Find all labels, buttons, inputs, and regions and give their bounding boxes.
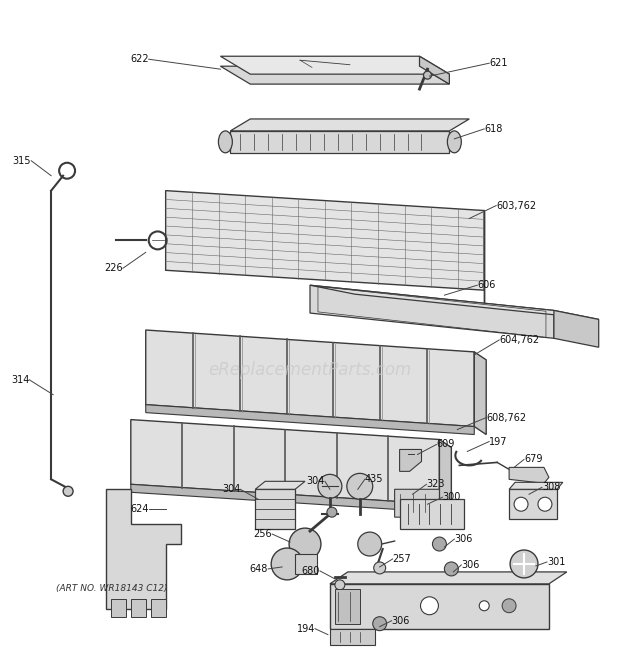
Circle shape xyxy=(335,580,345,590)
Circle shape xyxy=(373,617,387,631)
Circle shape xyxy=(289,528,321,560)
Polygon shape xyxy=(231,131,450,153)
Polygon shape xyxy=(220,56,450,74)
Text: 226: 226 xyxy=(104,263,123,273)
Polygon shape xyxy=(330,629,374,644)
Text: 606: 606 xyxy=(477,280,495,290)
Text: 609: 609 xyxy=(436,440,455,449)
Circle shape xyxy=(423,71,432,79)
Text: 304: 304 xyxy=(306,477,325,486)
Polygon shape xyxy=(474,352,486,434)
Text: 197: 197 xyxy=(489,436,508,446)
Bar xyxy=(111,599,126,617)
Text: 300: 300 xyxy=(443,492,461,502)
Text: 680: 680 xyxy=(301,566,320,576)
Text: 679: 679 xyxy=(524,454,542,465)
Polygon shape xyxy=(420,56,449,84)
Text: eReplacementParts.com: eReplacementParts.com xyxy=(208,361,412,379)
Bar xyxy=(131,599,146,617)
Bar xyxy=(295,554,317,574)
Circle shape xyxy=(318,475,342,498)
Circle shape xyxy=(502,599,516,613)
Ellipse shape xyxy=(448,131,461,153)
Polygon shape xyxy=(440,440,451,512)
Text: 304: 304 xyxy=(222,485,241,494)
Polygon shape xyxy=(131,420,440,504)
Text: 306: 306 xyxy=(461,560,480,570)
Text: 315: 315 xyxy=(13,156,31,166)
Circle shape xyxy=(432,537,446,551)
Text: 604,762: 604,762 xyxy=(499,335,539,345)
Text: (ART NO. WR18143 C12): (ART NO. WR18143 C12) xyxy=(56,584,167,594)
Circle shape xyxy=(347,473,373,499)
Circle shape xyxy=(514,497,528,511)
Text: 648: 648 xyxy=(250,564,268,574)
Text: 608,762: 608,762 xyxy=(486,412,526,422)
Polygon shape xyxy=(330,572,567,584)
Text: 323: 323 xyxy=(427,479,445,489)
Text: 194: 194 xyxy=(296,624,315,634)
Text: 435: 435 xyxy=(365,475,383,485)
Circle shape xyxy=(271,548,303,580)
Polygon shape xyxy=(166,190,484,290)
Text: 314: 314 xyxy=(11,375,29,385)
Circle shape xyxy=(374,562,386,574)
Polygon shape xyxy=(106,489,180,609)
Polygon shape xyxy=(554,311,599,347)
Polygon shape xyxy=(255,489,295,529)
Polygon shape xyxy=(509,489,557,519)
Bar xyxy=(151,599,166,617)
Polygon shape xyxy=(231,119,469,131)
Circle shape xyxy=(358,532,382,556)
Ellipse shape xyxy=(218,131,232,153)
Text: 257: 257 xyxy=(392,554,412,564)
Polygon shape xyxy=(310,285,554,338)
Circle shape xyxy=(479,601,489,611)
Text: 624: 624 xyxy=(130,504,149,514)
Polygon shape xyxy=(131,485,440,512)
Polygon shape xyxy=(394,489,440,517)
Polygon shape xyxy=(146,405,474,434)
Polygon shape xyxy=(509,483,563,489)
Polygon shape xyxy=(255,481,305,489)
Text: 301: 301 xyxy=(547,557,565,567)
Circle shape xyxy=(538,497,552,511)
Polygon shape xyxy=(400,449,422,471)
Text: 306: 306 xyxy=(454,534,472,544)
Polygon shape xyxy=(400,499,464,529)
Polygon shape xyxy=(330,584,549,629)
Text: 618: 618 xyxy=(484,124,503,134)
Text: 306: 306 xyxy=(392,615,410,626)
Text: 256: 256 xyxy=(254,529,272,539)
Text: 308: 308 xyxy=(542,483,560,492)
Text: 622: 622 xyxy=(130,54,149,64)
Text: 603,762: 603,762 xyxy=(496,200,536,211)
Polygon shape xyxy=(509,467,549,483)
Circle shape xyxy=(445,562,458,576)
Polygon shape xyxy=(146,330,474,426)
Circle shape xyxy=(63,486,73,496)
Circle shape xyxy=(327,507,337,517)
Text: 621: 621 xyxy=(489,58,508,68)
Polygon shape xyxy=(310,285,599,319)
Polygon shape xyxy=(220,66,450,84)
Circle shape xyxy=(420,597,438,615)
Circle shape xyxy=(510,550,538,578)
Polygon shape xyxy=(335,589,360,624)
